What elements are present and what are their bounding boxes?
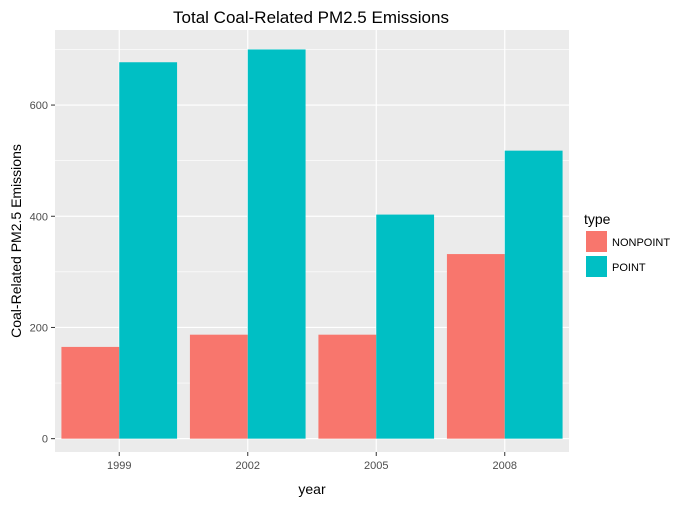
- y-tick-label: 0: [42, 434, 48, 446]
- bar-nonpoint-2008: [446, 254, 505, 439]
- bar-nonpoint-1999: [61, 346, 120, 439]
- legend: type NONPOINT POINT: [584, 211, 670, 277]
- legend-label-point: POINT: [612, 262, 646, 274]
- x-tick-label: 2005: [364, 460, 388, 472]
- y-tick-label: 400: [30, 211, 48, 223]
- legend-key-nonpoint: [586, 231, 607, 252]
- chart-title: Total Coal-Related PM2.5 Emissions: [173, 8, 449, 27]
- y-axis-label: Coal-Related PM2.5 Emissions: [8, 144, 24, 338]
- legend-key-point: [586, 256, 607, 277]
- x-axis: 1999 2002 2005 2008: [107, 452, 517, 472]
- x-tick-label: 2008: [493, 460, 517, 472]
- bar-point-2005: [376, 214, 435, 439]
- bar-point-2002: [247, 49, 306, 439]
- x-tick-label: 2002: [236, 460, 260, 472]
- bars: [61, 49, 563, 439]
- legend-items: NONPOINT POINT: [586, 231, 670, 277]
- legend-label-nonpoint: NONPOINT: [612, 237, 670, 249]
- y-axis: 0 200 400 600: [30, 100, 55, 446]
- y-tick-label: 600: [30, 100, 48, 112]
- legend-title: type: [584, 211, 611, 227]
- x-axis-label: year: [298, 481, 326, 497]
- bar-nonpoint-2002: [189, 334, 248, 439]
- x-tick-label: 1999: [107, 460, 131, 472]
- bar-nonpoint-2005: [318, 334, 377, 439]
- bar-point-2008: [504, 150, 563, 439]
- y-tick-label: 200: [30, 322, 48, 334]
- bar-point-1999: [119, 62, 178, 439]
